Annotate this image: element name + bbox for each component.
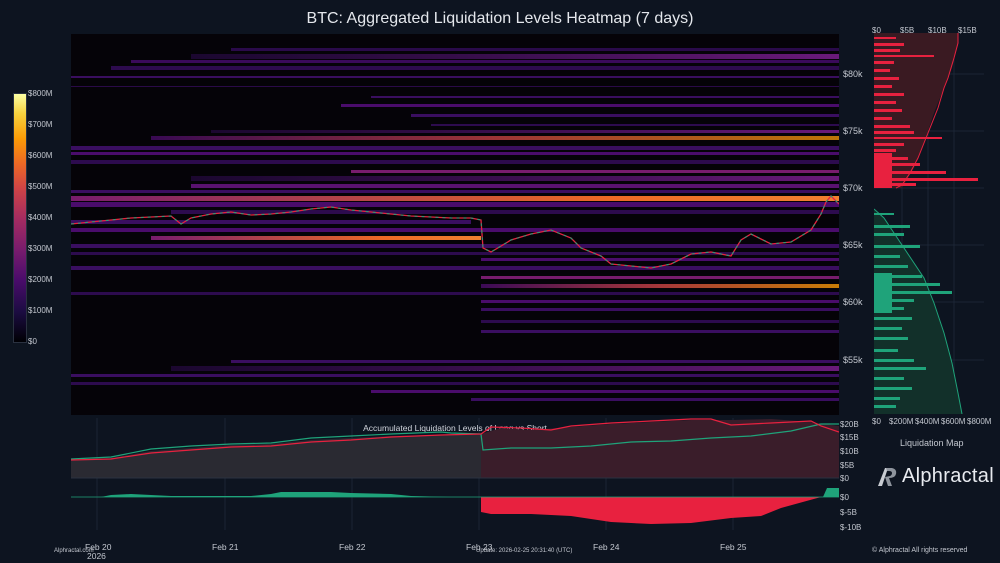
x-axis-label: Feb 21 (212, 542, 239, 552)
x-axis-label: Feb 24 (593, 542, 620, 552)
colorbar-label: $0 (28, 337, 37, 346)
price-axis-label: $65k (843, 240, 863, 250)
copyright: © Alphractal All rights reserved (872, 547, 968, 554)
x-axis-label: Feb 22 (339, 542, 366, 552)
heatmap-plot[interactable] (70, 34, 840, 415)
price-axis-label: $60k (843, 297, 863, 307)
alphractal-logo-icon (878, 467, 897, 486)
liqmap-bottom-label: $400M (915, 417, 940, 426)
liqmap-bottom-label: $800M (967, 417, 992, 426)
lower-axis-label: $0 (840, 493, 849, 502)
colorbar-label: $100M (28, 306, 53, 315)
x-axis-year: 2026 (87, 551, 106, 561)
colorbar-label: $600M (28, 151, 53, 160)
liquidation-map-chart[interactable] (873, 33, 984, 415)
lower-axis-label: $15B (840, 433, 859, 442)
colorbar (13, 93, 27, 343)
update-timestamp: Update: 2026-02-25 20:31:40 (UTC) (476, 548, 573, 554)
colorbar-label: $500M (28, 182, 53, 191)
colorbar-label: $200M (28, 275, 53, 284)
x-axis-label: Feb 25 (720, 542, 747, 552)
x-axis-label: Feb 23 (466, 542, 493, 552)
price-axis-label: $70k (843, 183, 863, 193)
colorbar-label: $800M (28, 89, 53, 98)
liqmap-top-label: $0 (872, 26, 881, 35)
liqmap-top-label: $5B (900, 26, 915, 35)
lower-axis-label: $20B (840, 420, 859, 429)
price-axis-label: $55k (843, 355, 863, 365)
watermark: Alphractal.com (54, 548, 94, 554)
liqmap-top-label: $15B (958, 26, 977, 35)
lower-panel-title: Accumulated Liquidation Levels of Long v… (363, 423, 547, 433)
lower-axis-label: $-10B (840, 523, 862, 532)
brand-name: Alphractal (902, 465, 994, 487)
colorbar-label: $400M (28, 213, 53, 222)
lower-axis-label: $0 (840, 474, 849, 483)
liqmap-top-label: $10B (928, 26, 947, 35)
lower-axis-label: $-5B (840, 508, 857, 517)
liqmap-bottom-label: $200M (889, 417, 914, 426)
price-axis-label: $75k (843, 126, 863, 136)
x-axis-label: Feb 20 (85, 542, 112, 552)
price-axis-label: $80k (843, 69, 863, 79)
colorbar-label: $300M (28, 244, 53, 253)
lower-axis-label: $5B (840, 461, 855, 470)
colorbar-label: $700M (28, 120, 53, 129)
chart-title: BTC: Aggregated Liquidation Levels Heatm… (306, 10, 694, 27)
liqmap-bottom-label: $0 (872, 417, 881, 426)
accumulated-liquidations-panel[interactable]: Accumulated Liquidation Levels of Long v… (70, 418, 840, 530)
brand-logo: Alphractal (876, 465, 994, 488)
lower-axis-label: $10B (840, 447, 859, 456)
liqmap-title: Liquidation Map (900, 438, 964, 448)
liqmap-bottom-label: $600M (941, 417, 966, 426)
